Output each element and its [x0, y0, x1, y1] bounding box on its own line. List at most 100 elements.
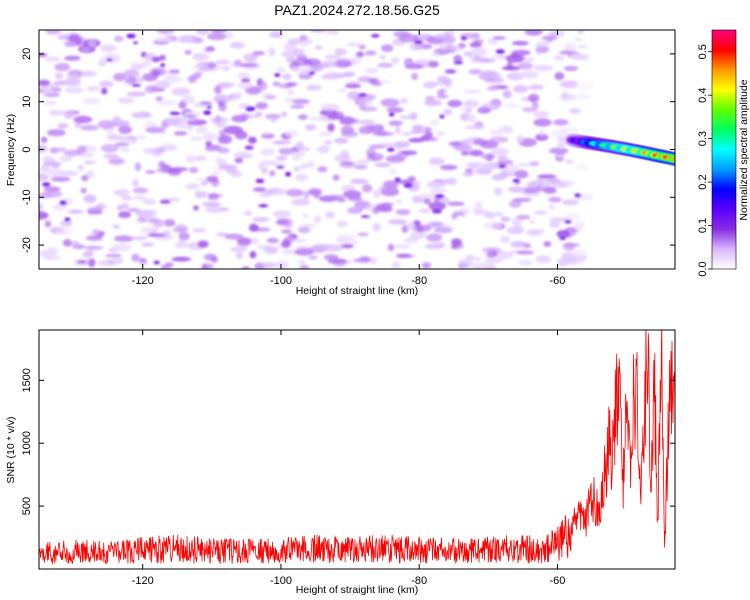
heatmap-noise-blob — [317, 166, 328, 173]
heatmap-noise-blob — [44, 220, 52, 228]
heatmap-noise-blob — [325, 211, 335, 219]
heatmap-noise-blob — [231, 92, 242, 100]
heatmap-noise-blob — [320, 75, 340, 80]
heatmap-noise-blob — [379, 55, 386, 59]
heatmap-noise-blob — [536, 41, 549, 48]
heatmap-noise-blob — [133, 195, 147, 200]
heatmap-noise-blob — [521, 107, 540, 113]
heatmap-noise-blob — [207, 192, 220, 201]
heatmap-noise-peak — [64, 217, 71, 222]
heatmap-noise-peak — [439, 114, 445, 119]
x-tick-label: -100 — [270, 275, 292, 287]
heatmap-noise-blob — [64, 55, 81, 61]
heatmap-noise-blob — [39, 202, 44, 212]
heatmap-noise-blob — [169, 167, 189, 172]
heatmap-noise-blob — [338, 58, 347, 63]
heatmap-noise-blob — [572, 248, 588, 257]
heatmap-noise-blob — [502, 89, 512, 99]
heatmap-noise-blob — [332, 174, 340, 181]
heatmap-noise-blob — [196, 30, 209, 36]
heatmap-noise-blob — [486, 250, 497, 259]
heatmap-noise-blob — [83, 194, 97, 203]
heatmap-noise-blob — [265, 113, 281, 120]
heatmap-noise-blob — [215, 123, 228, 128]
heatmap-noise-blob — [466, 114, 477, 123]
heatmap-noise-blob — [266, 95, 277, 100]
heatmap-noise-blob — [533, 118, 552, 127]
heatmap-noise-peak — [244, 145, 254, 150]
heatmap-ridge-core — [671, 157, 675, 162]
heatmap-noise-blob — [444, 84, 453, 89]
heatmap-noise-blob — [106, 134, 124, 140]
heatmap-noise-blob — [43, 87, 51, 94]
heatmap-noise-blob — [564, 42, 577, 52]
heatmap-noise-blob — [135, 76, 145, 83]
heatmap-x-axis-title: Height of straight line (km) — [296, 285, 419, 297]
colorbar-tick-label: 0.4 — [697, 88, 709, 103]
heatmap-noise-blob — [308, 188, 322, 196]
heatmap-noise-blob — [113, 235, 134, 242]
heatmap-noise-blob — [159, 199, 171, 204]
heatmap-noise-blob — [553, 54, 564, 60]
heatmap-noise-blob — [416, 225, 424, 233]
heatmap-noise-blob — [136, 134, 147, 140]
heatmap-noise-blob — [56, 147, 67, 152]
heatmap-noise-blob — [442, 35, 456, 44]
snr-y-axis-title: SNR (10 * v/v) — [5, 416, 17, 483]
heatmap-noise-blob — [194, 155, 207, 161]
heatmap-noise-blob — [287, 89, 295, 95]
heatmap-noise-blob — [245, 86, 262, 95]
heatmap-noise-blob — [478, 72, 499, 81]
heatmap-noise-blob — [161, 121, 169, 129]
heatmap-noise-blob — [285, 81, 298, 87]
heatmap-noise-blob — [39, 145, 48, 153]
heatmap-noise-blob — [243, 53, 258, 62]
heatmap-noise-blob — [132, 179, 139, 187]
heatmap-noise-blob — [323, 244, 343, 252]
heatmap-noise-blob — [290, 104, 305, 109]
heatmap-noise-blob — [132, 187, 149, 194]
heatmap-noise-peak — [160, 63, 166, 67]
heatmap-noise-blob — [377, 62, 394, 68]
heatmap-noise-blob — [426, 182, 446, 188]
heatmap-noise-peak — [431, 209, 442, 214]
heatmap-noise-blob — [387, 243, 395, 252]
heatmap-noise-blob — [511, 53, 519, 59]
heatmap-noise-blob — [224, 233, 244, 240]
x-tick-label: -120 — [132, 275, 154, 287]
heatmap-noise-blob — [223, 125, 243, 135]
heatmap-noise-blob — [290, 66, 301, 72]
heatmap-noise-blob — [350, 178, 369, 185]
heatmap-noise-blob — [64, 87, 85, 94]
heatmap-noise-blob — [395, 199, 403, 204]
heatmap-noise-blob — [548, 204, 555, 210]
heatmap-noise-blob — [54, 63, 71, 72]
heatmap-noise-peak — [559, 237, 566, 240]
heatmap-noise-blob — [564, 159, 574, 164]
heatmap-noise-blob — [114, 35, 124, 42]
heatmap-noise-blob — [548, 182, 557, 188]
heatmap-noise-peak — [206, 105, 212, 109]
heatmap-y-axis-title: Frequency (Hz) — [5, 114, 17, 186]
heatmap-noise-blob — [145, 170, 157, 174]
heatmap-noise-blob — [426, 233, 443, 242]
heatmap-noise-blob — [175, 224, 188, 233]
heatmap-noise-peak — [203, 110, 212, 115]
heatmap-noise-blob — [549, 217, 569, 223]
colorbar-tick-label: 0.2 — [697, 174, 709, 189]
heatmap-noise-blob — [556, 180, 576, 186]
heatmap-noise-blob — [163, 219, 176, 227]
heatmap-noise-blob — [339, 161, 356, 166]
heatmap-noise-blob — [121, 195, 133, 201]
heatmap-noise-blob — [342, 71, 356, 78]
heatmap-noise-blob — [376, 79, 392, 84]
heatmap-noise-blob — [317, 145, 330, 154]
heatmap-noise-blob — [562, 199, 579, 206]
heatmap-noise-blob — [334, 48, 347, 56]
heatmap-noise-blob — [444, 30, 455, 36]
heatmap-noise-blob — [323, 60, 337, 68]
heatmap-noise-blob — [483, 258, 504, 263]
heatmap-noise-blob — [131, 253, 141, 262]
heatmap-noise-blob — [162, 229, 171, 238]
heatmap-noise-blob — [410, 230, 427, 238]
